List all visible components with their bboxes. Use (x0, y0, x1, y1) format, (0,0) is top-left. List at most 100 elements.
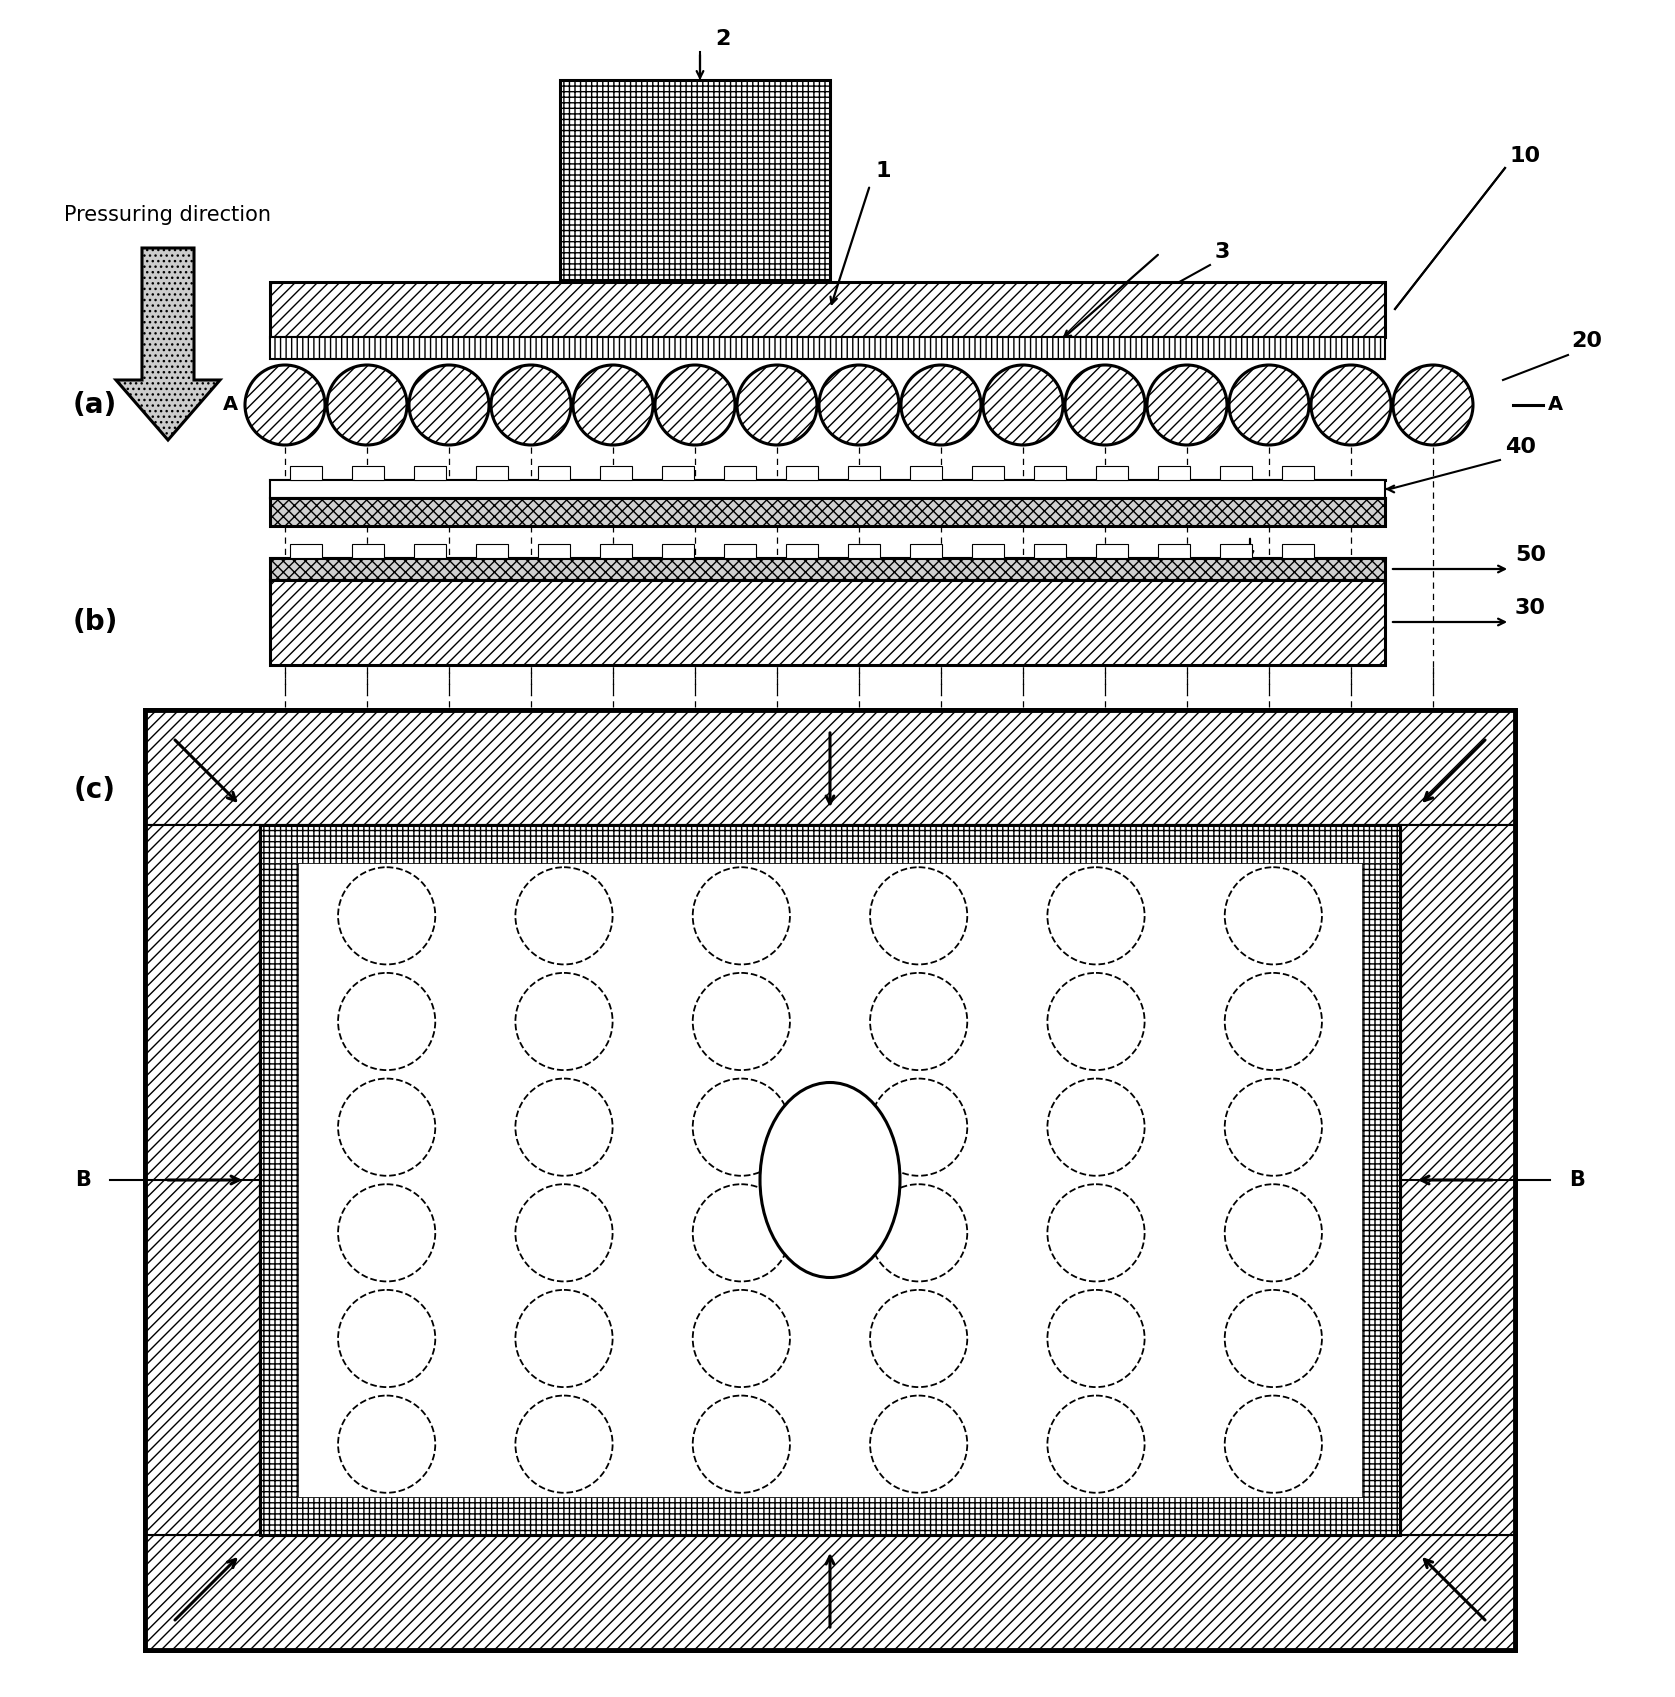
Circle shape (338, 867, 436, 964)
Circle shape (1224, 1079, 1322, 1176)
Circle shape (338, 1290, 436, 1386)
Bar (476, 545, 508, 558)
Bar (414, 545, 446, 558)
Bar (260, 1497, 1400, 1536)
Circle shape (1224, 1185, 1322, 1281)
Bar (1033, 467, 1065, 480)
Bar (1095, 545, 1127, 558)
Circle shape (655, 365, 735, 445)
Bar (1219, 545, 1251, 558)
Bar (146, 709, 1514, 1649)
Text: 30: 30 (1514, 597, 1546, 618)
Circle shape (1047, 867, 1144, 964)
Circle shape (869, 867, 966, 964)
Circle shape (245, 365, 325, 445)
Bar (260, 825, 1400, 1536)
Bar (971, 467, 1003, 480)
Bar (476, 467, 508, 480)
Circle shape (693, 1079, 791, 1176)
Bar (1281, 467, 1313, 480)
Bar (290, 467, 322, 480)
Bar (1400, 825, 1514, 1536)
Circle shape (869, 972, 966, 1071)
Bar (971, 545, 1003, 558)
Bar (662, 545, 693, 558)
Circle shape (516, 1185, 613, 1281)
Bar (910, 467, 941, 480)
Circle shape (693, 972, 791, 1071)
Text: A: A (1548, 395, 1563, 414)
Bar (260, 864, 298, 1497)
Bar (146, 825, 260, 1536)
Circle shape (1394, 365, 1472, 445)
Circle shape (338, 1185, 436, 1281)
Text: (c): (c) (74, 776, 116, 804)
Text: 1: 1 (874, 161, 891, 182)
Bar (146, 709, 1514, 1649)
Circle shape (516, 1395, 613, 1493)
Circle shape (1224, 1395, 1322, 1493)
Circle shape (1047, 1290, 1144, 1386)
Polygon shape (116, 248, 219, 440)
Bar (848, 467, 879, 480)
Bar (910, 545, 941, 558)
Bar (290, 545, 322, 558)
Circle shape (573, 365, 653, 445)
Bar (724, 467, 755, 480)
Text: B: B (75, 1169, 90, 1190)
Circle shape (516, 972, 613, 1071)
Text: B: B (1569, 1169, 1585, 1190)
Circle shape (737, 365, 817, 445)
Bar (600, 545, 631, 558)
Bar (146, 709, 1514, 825)
Bar (146, 1536, 1514, 1649)
Circle shape (1229, 365, 1308, 445)
Circle shape (1065, 365, 1146, 445)
Circle shape (1312, 365, 1390, 445)
Bar (786, 467, 817, 480)
Circle shape (869, 1185, 966, 1281)
Ellipse shape (760, 1083, 899, 1278)
Circle shape (693, 1290, 791, 1386)
Circle shape (491, 365, 571, 445)
Circle shape (1224, 1290, 1322, 1386)
Circle shape (869, 1079, 966, 1176)
Circle shape (869, 1290, 966, 1386)
Bar (270, 497, 1385, 526)
Bar (1157, 545, 1189, 558)
Text: 20: 20 (1571, 331, 1601, 351)
Circle shape (327, 365, 407, 445)
Bar (600, 467, 631, 480)
Text: 40: 40 (1506, 438, 1536, 456)
Bar (260, 825, 1400, 1536)
Bar (662, 467, 693, 480)
Bar (270, 282, 1385, 338)
Bar (270, 338, 1385, 360)
Bar (260, 825, 1400, 864)
Circle shape (1047, 1185, 1144, 1281)
Circle shape (516, 867, 613, 964)
Bar (724, 545, 755, 558)
Bar (352, 545, 384, 558)
Bar (270, 558, 1385, 580)
Text: 2: 2 (715, 29, 730, 49)
Bar (848, 545, 879, 558)
Circle shape (1047, 1079, 1144, 1176)
Circle shape (869, 1395, 966, 1493)
Text: (a): (a) (74, 390, 117, 419)
Text: A: A (223, 395, 238, 414)
Bar (1219, 467, 1251, 480)
Circle shape (693, 1395, 791, 1493)
Circle shape (693, 867, 791, 964)
Circle shape (983, 365, 1064, 445)
Bar (1157, 467, 1189, 480)
Bar (1362, 864, 1400, 1497)
Text: 50: 50 (1514, 545, 1546, 565)
Bar (1281, 545, 1313, 558)
Circle shape (1047, 972, 1144, 1071)
Circle shape (1047, 1395, 1144, 1493)
Circle shape (516, 1079, 613, 1176)
Bar (559, 80, 831, 280)
Bar (1095, 467, 1127, 480)
Bar (538, 467, 570, 480)
